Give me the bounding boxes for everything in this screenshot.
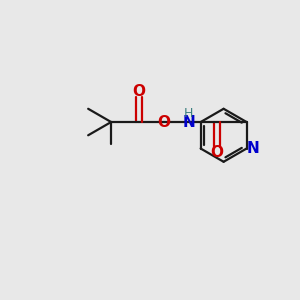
Text: O: O: [211, 145, 224, 160]
Text: O: O: [133, 84, 146, 99]
Text: O: O: [158, 115, 171, 130]
Text: H: H: [184, 107, 193, 120]
Text: N: N: [247, 141, 260, 156]
Text: N: N: [183, 115, 196, 130]
